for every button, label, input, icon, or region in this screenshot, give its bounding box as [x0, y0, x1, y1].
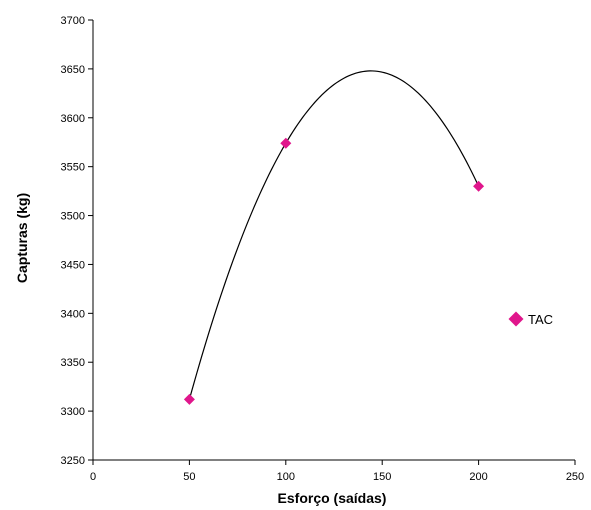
x-tick-label: 250: [566, 471, 584, 483]
data-point-1: [280, 137, 292, 149]
y-tick-label: 3550: [61, 162, 85, 174]
x-axis-title: Esforço (saídas): [278, 490, 387, 506]
x-tick-label: 50: [183, 471, 195, 483]
y-tick-label: 3250: [61, 455, 85, 467]
y-tick-label: 3650: [61, 64, 85, 76]
y-axis-title: Capturas (kg): [14, 193, 30, 283]
y-tick-label: 3400: [61, 308, 85, 320]
y-tick-label: 3700: [61, 15, 85, 27]
y-tick-label: 3500: [61, 211, 85, 223]
y-tick-label: 3300: [61, 406, 85, 418]
data-point-0: [183, 393, 195, 405]
x-tick-label: 200: [469, 471, 487, 483]
x-tick-label: 150: [373, 471, 391, 483]
y-tick-label: 3350: [61, 357, 85, 369]
y-tick-label: 3450: [61, 259, 85, 271]
data-point-2: [473, 180, 485, 192]
legend: TAC: [508, 311, 553, 327]
y-axis-ticks: 3250 3300 3350 3400 3450 3500 3550 3600 3650 3700: [61, 15, 93, 467]
plot-area: 3250 3300 3350 3400 3450 3500 3550 3600 3650 3700…: [61, 15, 585, 483]
x-tick-label: 0: [90, 471, 96, 483]
y-tick-label: 3600: [61, 113, 85, 125]
legend-marker-icon: [508, 311, 524, 327]
legend-label: TAC: [528, 312, 553, 327]
trendline: [188, 70, 480, 400]
x-axis-ticks: 0 50 100 150 200 250: [90, 460, 584, 483]
x-tick-label: 100: [277, 471, 295, 483]
data-points: [183, 137, 485, 405]
